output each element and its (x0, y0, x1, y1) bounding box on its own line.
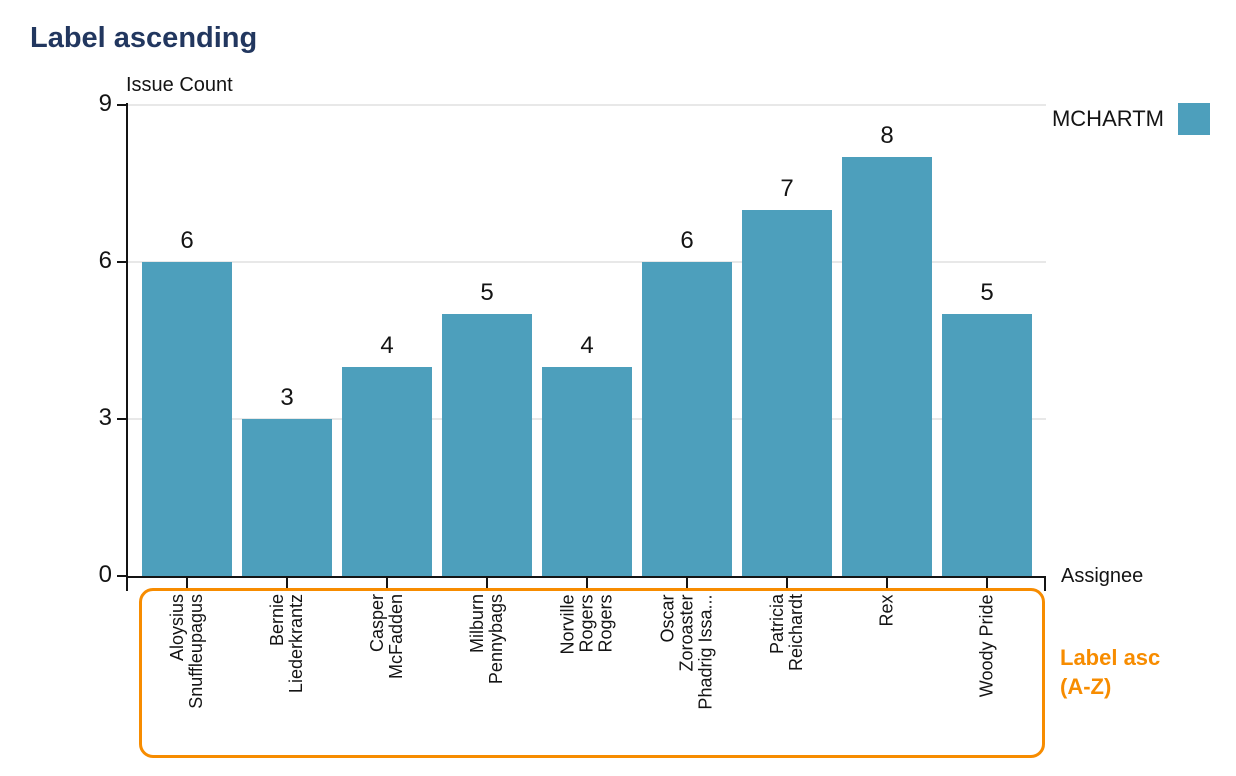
y-tick-9 (117, 104, 126, 106)
x-tick-milburn-pennybags (486, 578, 488, 591)
bar-value-label-bernie-liederkrantz: 3 (280, 384, 294, 411)
bar-woody-pride[interactable] (942, 314, 1032, 576)
bar-aloysius-snuffleupagus[interactable] (142, 262, 232, 576)
legend-swatch (1178, 103, 1210, 135)
sort-annotation-line2: (A-Z) (1060, 674, 1112, 699)
bar-value-label-norville-rogers-rogers: 4 (580, 331, 594, 359)
gridline-6 (128, 261, 1046, 263)
x-axis-title: Assignee (1061, 565, 1144, 587)
bar-value-label-rex: 8 (880, 122, 894, 150)
x-tick-woody-pride (986, 578, 988, 591)
x-tick-casper-mcfadden (386, 578, 388, 591)
bar-value-label-aloysius-snuffleupagus: 6 (180, 227, 194, 254)
y-tick-label-0: 0 (98, 561, 112, 588)
bar-value-label-milburn-pennybags: 5 (480, 279, 494, 307)
y-tick-label-6: 6 (98, 247, 112, 274)
y-tick-0 (117, 575, 126, 577)
bar-casper-mcfadden[interactable] (342, 366, 432, 576)
sort-highlight-box (139, 588, 1045, 758)
x-tick-bernie-liederkrantz (286, 578, 288, 591)
legend-label: MCHARTM (1051, 106, 1164, 131)
y-axis-title: Issue Count (126, 74, 233, 96)
bar-value-label-patricia-reichardt: 7 (780, 174, 794, 202)
bar-rex[interactable] (842, 157, 932, 576)
y-tick-6 (117, 261, 126, 263)
y-tick-3 (117, 418, 126, 420)
bar-milburn-pennybags[interactable] (442, 314, 532, 576)
page-title: Label ascending (30, 22, 258, 54)
x-tick-norville-rogers-rogers (586, 578, 588, 591)
y-tick-label-9: 9 (98, 90, 112, 117)
bar-bernie-liederkrantz[interactable] (242, 419, 332, 576)
bar-value-label-casper-mcfadden: 4 (380, 331, 394, 359)
sort-annotation-line1: Label asc (1060, 645, 1161, 670)
bar-patricia-reichardt[interactable] (742, 209, 832, 576)
bar-norville-rogers-rogers[interactable] (542, 366, 632, 576)
legend-item[interactable]: MCHARTM (1052, 103, 1210, 135)
y-axis-line (126, 103, 128, 591)
gridline-9 (128, 104, 1046, 106)
y-tick-label-3: 3 (98, 404, 112, 431)
x-axis-line (126, 576, 1046, 578)
x-tick-aloysius-snuffleupagus (186, 578, 188, 591)
bar-value-label-woody-pride: 5 (980, 279, 994, 307)
sort-annotation: Label asc (A-Z) (1060, 643, 1160, 701)
bar-value-label-oscar-zoroaster-phadrig-issa: 6 (680, 227, 694, 254)
x-tick-oscar-zoroaster-phadrig-issa (686, 578, 688, 591)
x-axis-end-tick (1044, 578, 1046, 591)
bar-oscar-zoroaster-phadrig-issa[interactable] (642, 262, 732, 576)
x-tick-rex (886, 578, 888, 591)
x-tick-patricia-reichardt (786, 578, 788, 591)
